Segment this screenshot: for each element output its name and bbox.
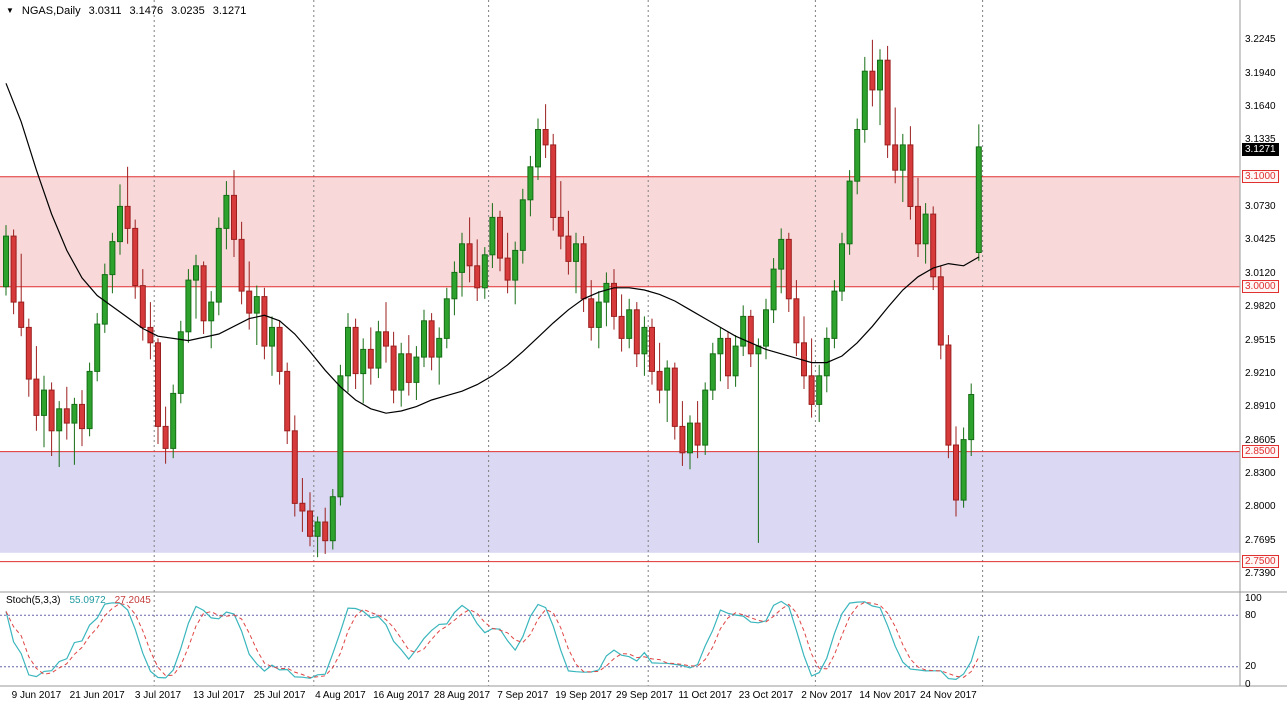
date-label: 19 Sep 2017 [555, 690, 612, 701]
price-tick-label: 2.7390 [1245, 568, 1276, 580]
date-label: 3 Jul 2017 [134, 690, 182, 701]
price-tick-label: 3.2245 [1245, 34, 1276, 46]
symbol-dropdown-icon[interactable]: ▼ [6, 6, 14, 15]
symbol-label: NGAS,Daily [21, 5, 81, 17]
price-tick-label: 2.9515 [1245, 334, 1276, 346]
level-price-label: 3.0000 [1242, 280, 1279, 294]
level-price-label: 3.1000 [1242, 170, 1279, 184]
stochastic-d-value: 27.2045 [114, 595, 151, 606]
date-label: 13 Jul 2017 [192, 690, 245, 701]
stochastic-name: Stoch(5,3,3) [6, 595, 61, 606]
time-axis[interactable]: 9 Jun 2017 21 Jun 2017 3 Jul 2017 13 Jul 20… [0, 688, 1240, 708]
price-zone [0, 451, 1240, 553]
moving-average-line [5, 83, 980, 414]
stochastic-tick-label: 100 [1245, 592, 1262, 604]
level-price-label: 2.7500 [1242, 555, 1279, 569]
date-label: 14 Nov 2017 [859, 690, 916, 701]
price-tick-label: 3.1940 [1245, 67, 1276, 79]
date-label: 11 Oct 2017 [678, 690, 733, 701]
ohlc-close: 3.1271 [212, 5, 247, 17]
price-tick-label: 2.8300 [1245, 468, 1276, 480]
price-tick-label: 2.9820 [1245, 300, 1276, 312]
price-tick-label: 2.9210 [1245, 368, 1276, 380]
price-tick-label: 2.7695 [1245, 534, 1276, 546]
date-label: 25 Jul 2017 [253, 690, 306, 701]
chart-title: ▼ NGAS,Daily 3.0311 3.1476 3.0235 3.1271 [6, 5, 246, 17]
stochastic-tick-label: 80 [1245, 609, 1257, 621]
candles [3, 39, 982, 558]
price-tick-label: 2.8605 [1245, 434, 1276, 446]
date-label: 4 Aug 2017 [315, 690, 366, 701]
price-axis[interactable]: 3.2245 3.1940 3.1640 3.1335 3.0730 3.0425 3.01… [1241, 0, 1287, 690]
stochastic-signal-line [5, 601, 980, 679]
ohlc-low: 3.0235 [171, 5, 205, 17]
current-price-label: 3.1271 [1242, 142, 1279, 156]
ohlc-high: 3.1476 [129, 5, 164, 17]
stochastic-k-value: 55.0972 [69, 595, 106, 606]
price-tick-label: 2.8000 [1245, 501, 1276, 513]
date-label: 21 Jun 2017 [69, 690, 125, 701]
date-label: 2 Nov 2017 [801, 690, 853, 701]
level-price-label: 2.8500 [1242, 445, 1279, 459]
stochastic-tick-label: 0 [1245, 678, 1251, 690]
ohlc-open: 3.0311 [88, 5, 122, 17]
price-tick-label: 3.0425 [1245, 234, 1276, 246]
price-tick-label: 3.1640 [1245, 100, 1276, 112]
price-tick-label: 2.8910 [1245, 401, 1276, 413]
date-label: 7 Sep 2017 [497, 690, 549, 701]
price-tick-label: 3.1335 [1245, 134, 1276, 146]
date-label: 9 Jun 2017 [11, 690, 62, 701]
stochastic-main-line [5, 600, 980, 681]
date-label: 16 Aug 2017 [373, 690, 430, 701]
date-label: 28 Aug 2017 [433, 690, 491, 701]
price-tick-label: 3.0730 [1245, 200, 1276, 212]
date-label: 24 Nov 2017 [920, 690, 977, 701]
date-label: 23 Oct 2017 [738, 690, 794, 701]
price-zone [0, 176, 1240, 287]
price-tick-label: 3.0120 [1245, 268, 1276, 279]
date-label: 29 Sep 2017 [616, 690, 673, 701]
stochastic-tick-label: 20 [1245, 661, 1257, 673]
stochastic-indicator-label: Stoch(5,3,3) 55.0972 27.2045 [6, 595, 151, 606]
